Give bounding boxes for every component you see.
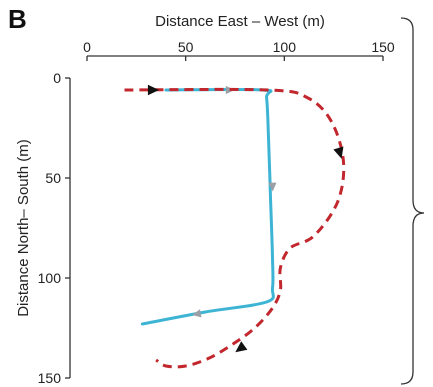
x-tick-label: 0 bbox=[83, 39, 91, 55]
panel-label: B bbox=[8, 4, 27, 34]
red-path-direction-arrow bbox=[235, 341, 248, 353]
blue-path-direction-arrow bbox=[268, 182, 277, 192]
y-tick-label: 50 bbox=[45, 170, 61, 186]
blue-path-direction-arrow bbox=[192, 309, 202, 318]
x-ticks: 0 50 100 150 bbox=[83, 39, 395, 61]
blue-solid-path bbox=[140, 87, 275, 326]
x-axis-title: Distance East – West (m) bbox=[155, 13, 325, 30]
red-path-direction-arrow bbox=[147, 84, 160, 96]
y-ticks: 0 50 100 150 bbox=[38, 70, 70, 386]
x-tick-label: 150 bbox=[371, 39, 395, 55]
red-dashed-path bbox=[124, 87, 346, 369]
y-tick-label: 100 bbox=[38, 270, 62, 286]
red-path-direction-arrow bbox=[333, 146, 344, 159]
x-tick-label: 50 bbox=[178, 39, 194, 55]
y-tick-label: 150 bbox=[38, 370, 62, 386]
x-tick-label: 100 bbox=[273, 39, 297, 55]
y-axis-title: Distance North– South (m) bbox=[15, 139, 32, 317]
y-tick-label: 0 bbox=[53, 70, 61, 86]
right-brace bbox=[400, 17, 425, 385]
series-layer bbox=[124, 84, 346, 369]
